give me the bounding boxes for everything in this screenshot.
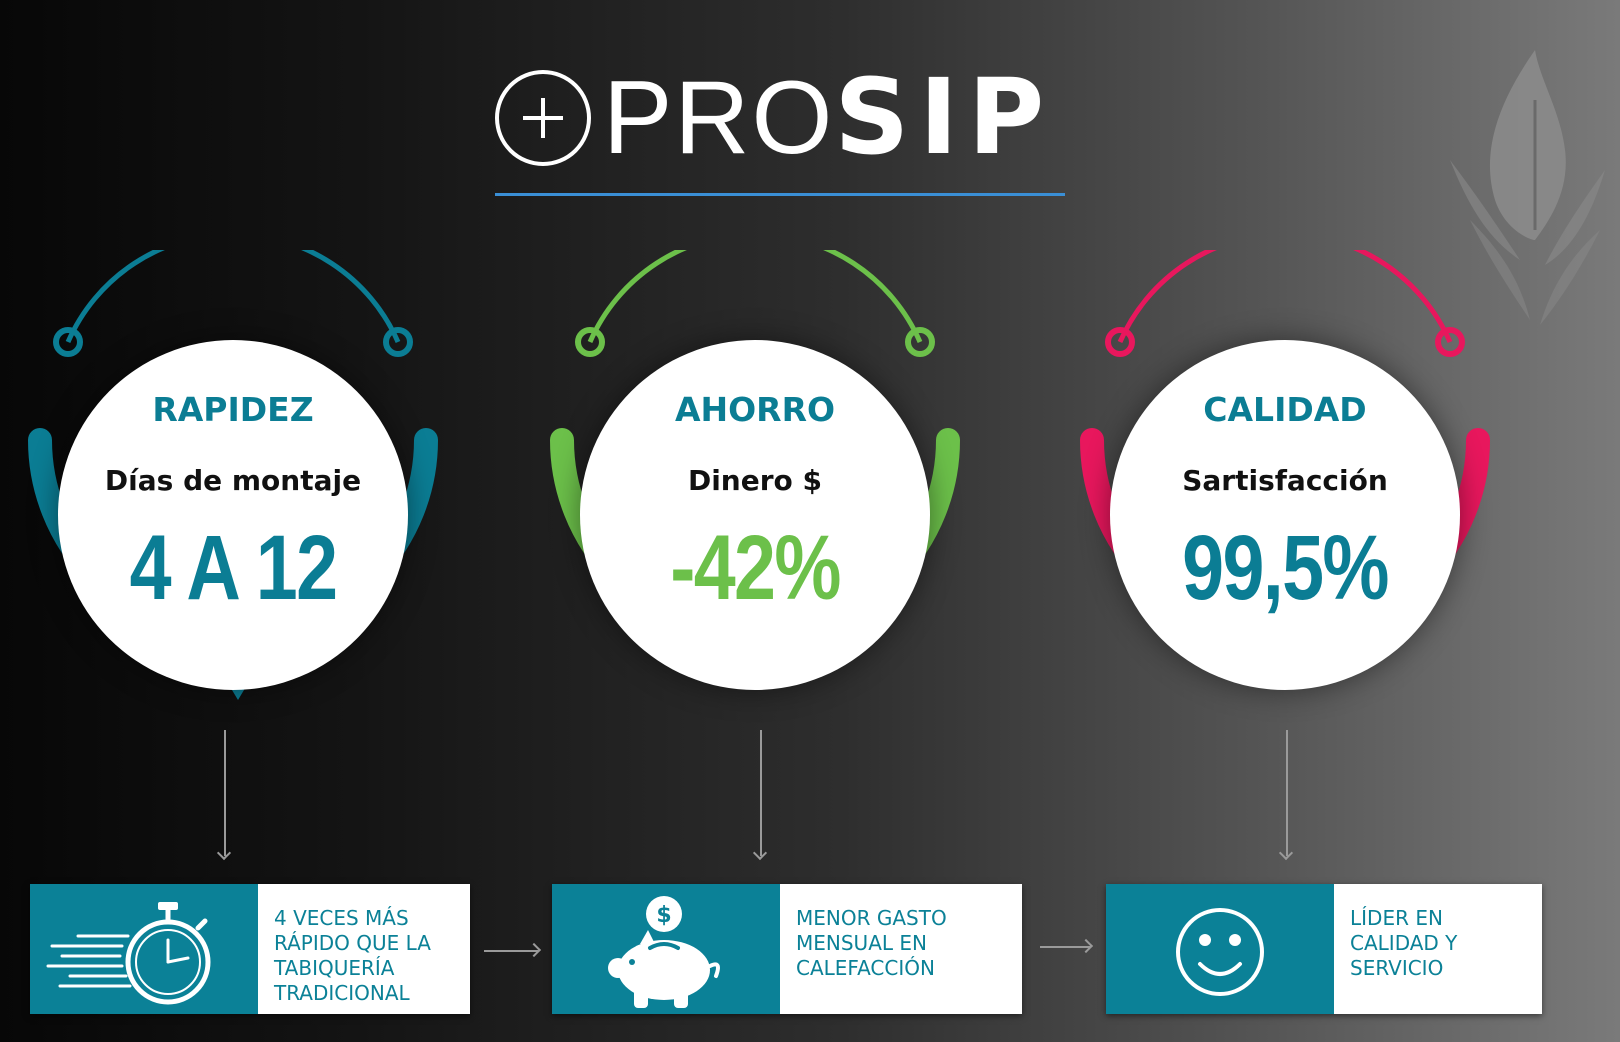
down-arrow-icon [1286,730,1288,856]
down-arrow-icon [224,730,226,856]
badge-rapidez: RAPIDEZ Días de montaje 4 A 12 [18,250,458,970]
piggy-bank-icon: $ [608,896,720,1008]
logo-sip: SIP [834,56,1055,178]
stopwatch-icon [46,902,211,1005]
badge-subtitle: Sartisfacción [1182,464,1388,497]
down-arrow-icon [760,730,762,856]
smiley-icon [1176,908,1264,996]
badge-title: RAPIDEZ [152,390,314,429]
badge-value: -42% [670,517,841,619]
badge-circle: AHORRO Dinero $ -42% [580,340,930,690]
right-arrow-icon [1040,946,1090,948]
info-card-rapidez: 4 VECES MÁS RÁPIDO QUE LA TABIQUERÍA TRA… [30,884,470,1014]
info-card-ahorro: $ MENOR GASTO MENSUAL EN CALEFACCIÓN [552,884,1022,1014]
badge-value: 4 A 12 [129,517,338,619]
badge-circle: CALIDAD Sartisfacción 99,5% [1110,340,1460,690]
badge-ahorro: AHORRO Dinero $ -42% [540,250,980,970]
card-icon-panel [30,884,258,1014]
badge-circle: RAPIDEZ Días de montaje 4 A 12 [58,340,408,690]
card-text: MENOR GASTO MENSUAL EN CALEFACCIÓN [796,906,947,980]
card-text: 4 VECES MÁS RÁPIDO QUE LA TABIQUERÍA TRA… [274,906,431,1005]
badge-calidad: CALIDAD Sartisfacción 99,5% [1070,250,1510,970]
badge-title: CALIDAD [1203,390,1367,429]
badge-subtitle: Días de montaje [104,464,362,497]
card-icon-panel [1106,884,1334,1014]
logo-underline [495,193,1065,196]
right-arrow-icon [484,950,538,952]
leaf-flame-icon [1450,50,1605,325]
badge-value: 99,5% [1182,517,1389,619]
coin-dollar-label: $ [656,903,671,928]
card-text: LÍDER EN CALIDAD Y SERVICIO [1350,906,1458,980]
card-icon-panel: $ [552,884,780,1014]
info-card-calidad: LÍDER EN CALIDAD Y SERVICIO [1106,884,1542,1014]
plus-circle-icon [495,70,591,166]
logo-text: PROSIP [603,62,1054,173]
badge-subtitle: Dinero $ [687,464,823,497]
logo-pro: PRO [603,60,835,176]
badge-title: AHORRO [674,390,836,429]
prosip-logo: PROSIP [495,62,1065,173]
